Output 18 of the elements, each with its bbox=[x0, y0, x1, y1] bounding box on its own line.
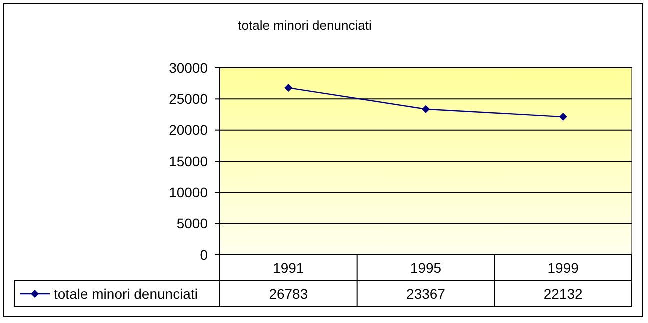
point bbox=[559, 113, 568, 122]
x-tick-label: 1991 bbox=[273, 260, 304, 276]
x-tick-label: 1999 bbox=[548, 260, 580, 276]
chart-title: totale minori denunciati bbox=[238, 18, 372, 33]
point bbox=[422, 105, 430, 114]
y-tick-label: 10000 bbox=[169, 184, 208, 201]
y-tick-label: 20000 bbox=[169, 122, 208, 138]
data-label: 23367 bbox=[406, 286, 446, 302]
y-tick-label: 0 bbox=[200, 246, 208, 263]
y-tick-label: 15000 bbox=[169, 153, 208, 170]
data-label: 22132 bbox=[544, 286, 584, 302]
y-tick-label: 30000 bbox=[169, 60, 208, 76]
x-tick-label: 1995 bbox=[410, 260, 442, 276]
y-tick-label: 25000 bbox=[169, 91, 208, 108]
legend-label: totale minori denunciati bbox=[54, 286, 198, 302]
data-label: 26783 bbox=[269, 286, 308, 302]
y-tick-label: 5000 bbox=[176, 216, 208, 232]
point bbox=[284, 84, 293, 92]
